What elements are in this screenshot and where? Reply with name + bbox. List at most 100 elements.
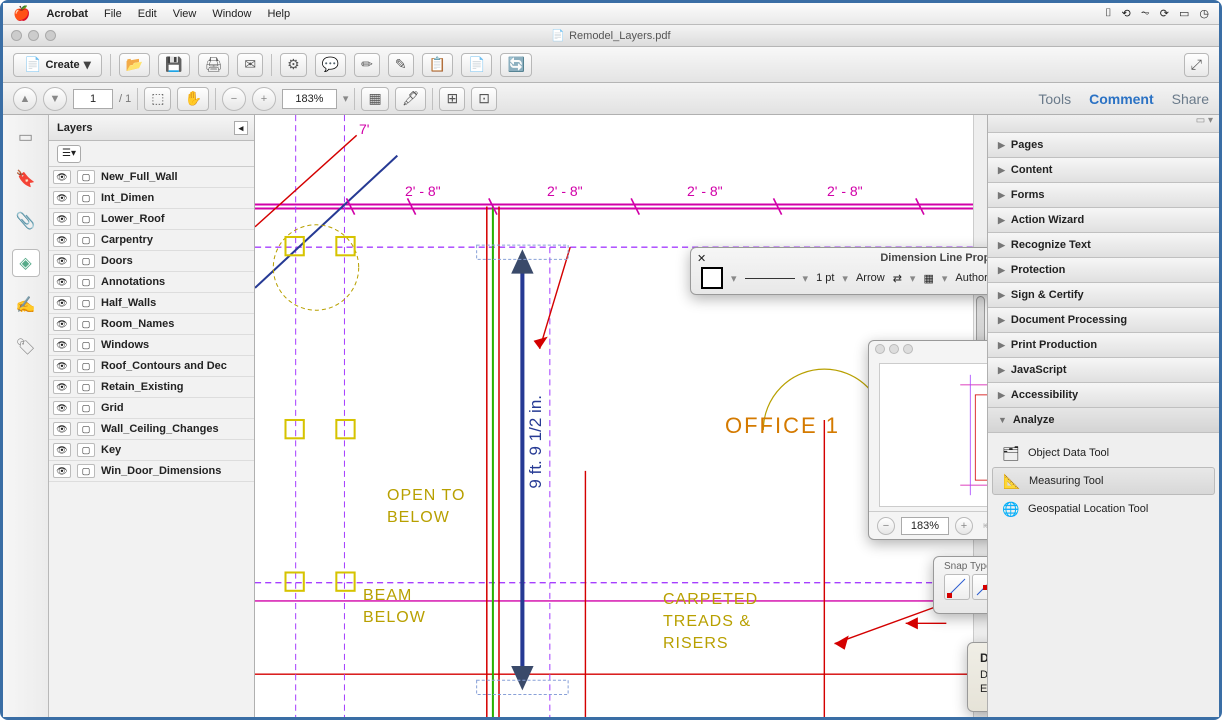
zoom-out-button[interactable]: − [222, 87, 246, 111]
menu-help[interactable]: Help [267, 8, 290, 20]
fullscreen-icon[interactable]: ⤢ [1184, 53, 1209, 77]
layer-row[interactable]: 👁▢Windows [49, 335, 254, 356]
section-action-wizard[interactable]: ▶Action Wizard [988, 208, 1219, 233]
open-icon[interactable]: 📂 [119, 53, 150, 77]
visibility-icon[interactable]: 👁 [53, 380, 71, 394]
visibility-icon[interactable]: 👁 [53, 317, 71, 331]
fit-icon[interactable]: ▦ [361, 87, 388, 111]
collapse-icon[interactable]: ◂ [234, 121, 248, 135]
display-icon[interactable]: ▭ [1179, 7, 1189, 20]
zoom-field[interactable]: 183% [282, 89, 337, 109]
wifi-icon[interactable]: ⏦ [1141, 7, 1150, 20]
section-print-production[interactable]: ▶Print Production [988, 333, 1219, 358]
gear-icon[interactable]: ⚙ [280, 53, 307, 77]
tags-icon[interactable]: 🏷 [12, 333, 40, 361]
snap-midpoint-icon[interactable] [972, 574, 987, 600]
layers-options[interactable]: ☰▾ [49, 141, 254, 167]
visibility-icon[interactable]: 👁 [53, 191, 71, 205]
time-icon[interactable]: ◷ [1199, 7, 1209, 20]
layout-a-icon[interactable]: ⊞ [439, 87, 465, 111]
layer-row[interactable]: 👁▢Key [49, 440, 254, 461]
page-up-button[interactable]: ▲ [13, 87, 37, 111]
measuring-tool[interactable]: 📐Measuring Tool [992, 467, 1215, 495]
menu-window[interactable]: Window [212, 8, 251, 20]
comment-icon[interactable]: 💬 [315, 53, 346, 77]
panzoom-preview[interactable] [879, 363, 987, 507]
ends-icon[interactable]: ⇄ [893, 272, 902, 285]
visibility-icon[interactable]: 👁 [53, 359, 71, 373]
bookmarks-icon[interactable]: 🔖 [12, 165, 40, 193]
visibility-icon[interactable]: 👁 [53, 464, 71, 478]
mail-icon[interactable]: ✉ [237, 53, 263, 77]
layer-row[interactable]: 👁▢Doors [49, 251, 254, 272]
object-data-tool[interactable]: 🗂Object Data Tool [992, 439, 1215, 467]
section-javascript[interactable]: ▶JavaScript [988, 358, 1219, 383]
print-icon[interactable]: 🖨 [198, 53, 230, 77]
layers-icon[interactable]: ◈ [12, 249, 40, 277]
panel-menu-icon[interactable]: ▭ ▾ [988, 115, 1219, 133]
menu-view[interactable]: View [173, 8, 197, 20]
layer-row[interactable]: 👁▢Lower_Roof [49, 209, 254, 230]
layout-b-icon[interactable]: ⊡ [471, 87, 497, 111]
comment-link[interactable]: Comment [1089, 91, 1154, 107]
color-swatch[interactable] [701, 267, 723, 289]
attachments-icon[interactable]: 📎 [12, 207, 40, 235]
section-protection[interactable]: ▶Protection [988, 258, 1219, 283]
geospatial-tool[interactable]: 🌐Geospatial Location Tool [992, 495, 1215, 523]
apple-icon[interactable]: 🍎 [13, 5, 30, 22]
layer-row[interactable]: 👁▢Roof_Contours and Dec [49, 356, 254, 377]
arrow-style[interactable]: Arrow [856, 272, 885, 284]
highlight-icon[interactable]: ✏ [354, 53, 380, 77]
menu-file[interactable]: File [104, 8, 122, 20]
page-down-button[interactable]: ▼ [43, 87, 67, 111]
document-canvas[interactable]: 7' 2' - 8" 2' - 8" 2' - 8" 2' - 8" 9 ft.… [255, 115, 987, 717]
sync-icon[interactable]: ⟲ [1122, 7, 1131, 20]
ink-icon[interactable]: 🖋 [395, 87, 427, 111]
save-icon[interactable]: 💾 [158, 53, 189, 77]
layer-row[interactable]: 👁▢Wall_Ceiling_Changes [49, 419, 254, 440]
refresh-icon[interactable]: ⟳ [1160, 7, 1169, 20]
pz-zoom-in[interactable]: + [955, 517, 973, 535]
menu-edit[interactable]: Edit [138, 8, 157, 20]
layer-row[interactable]: 👁▢Annotations [49, 272, 254, 293]
dropbox-icon[interactable]: ⌷ [1105, 7, 1112, 20]
app-name[interactable]: Acrobat [46, 8, 88, 20]
visibility-icon[interactable]: 👁 [53, 422, 71, 436]
visibility-icon[interactable]: 👁 [53, 401, 71, 415]
create-button[interactable]: 📄 Create ▾ [13, 53, 102, 77]
fill-icon[interactable]: ▦ [923, 272, 933, 285]
tool-c-icon[interactable]: 🔄 [500, 53, 531, 77]
visibility-icon[interactable]: 👁 [53, 170, 71, 184]
line-weight[interactable]: 1 pt [816, 272, 834, 284]
section-pages[interactable]: ▶Pages [988, 133, 1219, 158]
pz-zoom-field[interactable]: 183% [901, 517, 949, 535]
dimension-properties-panel[interactable]: ✕ Dimension Line Properties ▾ ▾ 1 pt▾ Ar… [690, 247, 987, 295]
section-forms[interactable]: ▶Forms [988, 183, 1219, 208]
hand-tool-icon[interactable]: ✋ [177, 87, 208, 111]
visibility-icon[interactable]: 👁 [53, 443, 71, 457]
layer-row[interactable]: 👁▢New_Full_Wall [49, 167, 254, 188]
layer-row[interactable]: 👁▢Int_Dimen [49, 188, 254, 209]
snap-endpoint-icon[interactable] [944, 574, 970, 600]
pz-zoom-out[interactable]: − [877, 517, 895, 535]
section-accessibility[interactable]: ▶Accessibility [988, 383, 1219, 408]
section-doc-processing[interactable]: ▶Document Processing [988, 308, 1219, 333]
tool-a-icon[interactable]: 📋 [422, 53, 453, 77]
layer-row[interactable]: 👁▢Half_Walls [49, 293, 254, 314]
layer-row[interactable]: 👁▢Win_Door_Dimensions [49, 461, 254, 482]
layer-row[interactable]: 👁▢Grid [49, 398, 254, 419]
zoom-in-button[interactable]: + [252, 87, 276, 111]
layer-row[interactable]: 👁▢Carpentry [49, 230, 254, 251]
layer-row[interactable]: 👁▢Room_Names [49, 314, 254, 335]
snap-types-panel[interactable]: Snap Types Measurement Types [933, 556, 987, 614]
section-content[interactable]: ▶Content [988, 158, 1219, 183]
select-tool-icon[interactable]: ⬚ [144, 87, 171, 111]
visibility-icon[interactable]: 👁 [53, 254, 71, 268]
signatures-icon[interactable]: ✍ [12, 291, 40, 319]
page-number-field[interactable]: 1 [73, 89, 113, 109]
section-recognize-text[interactable]: ▶Recognize Text [988, 233, 1219, 258]
share-link[interactable]: Share [1172, 91, 1209, 107]
thumbnails-icon[interactable]: ▭ [12, 123, 40, 151]
tool-b-icon[interactable]: 📄 [461, 53, 492, 77]
visibility-icon[interactable]: 👁 [53, 338, 71, 352]
